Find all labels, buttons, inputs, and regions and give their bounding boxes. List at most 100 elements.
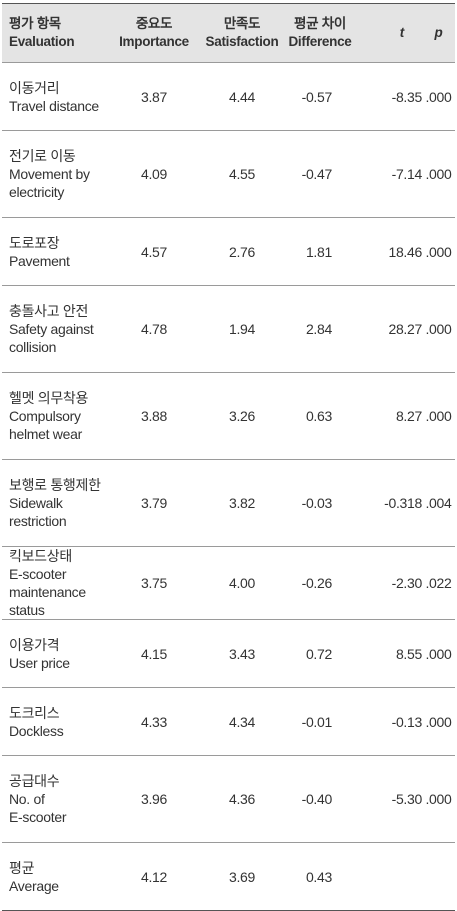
difference-cell: 1.81 — [288, 217, 352, 286]
item-korean: 보행로 통행제한 — [9, 477, 101, 493]
importance-cell: 4.33 — [112, 687, 196, 756]
t-value: -8.35 — [391, 88, 423, 105]
t-value: 8.27 — [395, 408, 422, 424]
t-cell: 18.46 — [352, 217, 422, 286]
t-value: -7.14 — [391, 166, 423, 182]
item-korean: 킥보드상태 — [9, 548, 72, 564]
table-row: 킥보드상태 E-scooter maintenance status 3.75 4.00 -… — [2, 546, 455, 620]
difference-value: 0.43 — [305, 868, 332, 885]
t-cell: -0.13 — [352, 687, 422, 756]
importance-cell: 3.87 — [112, 62, 196, 131]
difference-cell: -0.03 — [288, 459, 352, 547]
satisfaction-value: 3.26 — [228, 408, 256, 424]
table-header: 평가 항목 Evaluation 중요도 Importance 만족도 Satisfa… — [2, 3, 455, 63]
t-cell: -0.318 — [352, 459, 422, 547]
importance-value: 4.15 — [140, 645, 168, 662]
satisfaction-cell: 3.82 — [196, 459, 288, 547]
importance-value: 4.33 — [140, 713, 168, 730]
difference-value: -0.47 — [301, 166, 333, 182]
difference-value: 1.81 — [305, 243, 332, 260]
importance-cell: 4.12 — [112, 842, 196, 911]
table-row: 도로포장 Pavement 4.57 2.76 1.81 18.46.000 — [2, 217, 455, 286]
p-value: .000 — [425, 645, 452, 662]
p-value: .000 — [425, 243, 452, 260]
importance-value: 3.87 — [140, 88, 168, 105]
difference-cell: -0.26 — [288, 546, 352, 620]
header-row: 평가 항목 Evaluation 중요도 Importance 만족도 Satisfa… — [2, 3, 455, 63]
header-text: 평가 항목 — [9, 16, 61, 31]
p-cell: .000 — [422, 62, 455, 131]
satisfaction-value: 3.82 — [228, 495, 256, 511]
p-value: .000 — [425, 791, 452, 807]
item-cell: 전기로 이동 Movement by electricity — [2, 130, 112, 218]
item-english: Dockless — [9, 722, 64, 739]
item-english: helmet wear — [9, 426, 82, 442]
item-cell: 이동거리 Travel distance — [2, 62, 112, 131]
header-text: 중요도 — [135, 16, 173, 31]
satisfaction-cell: 3.69 — [196, 842, 288, 911]
p-value: .000 — [425, 88, 452, 105]
t-cell: -7.14 — [352, 130, 423, 218]
table-row: 헬멧 의무착용 Compulsory helmet wear 3.88 3.26 0.63… — [2, 372, 455, 460]
difference-value: 0.63 — [305, 408, 332, 424]
item-cell: 충돌사고 안전 Safety against collision — [2, 285, 112, 373]
t-cell: 8.55 — [352, 619, 422, 688]
p-cell: .022 — [422, 546, 455, 620]
header-cell: 중요도 Importance — [112, 3, 196, 63]
p-cell: .000 — [422, 130, 455, 218]
satisfaction-value: 1.94 — [228, 321, 256, 337]
table-body: 이동거리 Travel distance 3.87 4.44 -0.57 -8.35.00… — [2, 62, 455, 911]
p-value: .000 — [425, 408, 452, 424]
header-cell: 만족도 Satisfaction — [196, 3, 288, 63]
header-text: Satisfaction — [205, 34, 279, 49]
header-cell: 평가 항목 Evaluation — [2, 3, 112, 63]
header-text: p — [434, 25, 443, 40]
importance-cell: 3.79 — [112, 459, 196, 547]
header-cell: t — [352, 3, 422, 63]
importance-value: 3.96 — [140, 791, 168, 807]
importance-cell: 4.15 — [112, 619, 196, 688]
importance-value: 3.88 — [140, 408, 168, 424]
item-english: Pavement — [9, 252, 70, 269]
t-value: 28.27 — [388, 321, 422, 337]
t-cell: 28.27 — [352, 285, 422, 373]
satisfaction-cell: 4.34 — [196, 687, 288, 756]
item-english: Safety against — [9, 321, 94, 337]
item-cell: 평균 Average — [2, 842, 112, 911]
difference-value: -0.57 — [301, 88, 333, 105]
satisfaction-cell: 4.55 — [196, 130, 288, 218]
satisfaction-cell: 4.36 — [196, 755, 288, 843]
importance-cell: 3.96 — [112, 755, 196, 843]
p-value: .004 — [425, 495, 452, 511]
difference-cell: -0.01 — [288, 687, 352, 756]
item-cell: 공급대수 No. of E-scooter — [2, 755, 112, 843]
header-text: Evaluation — [9, 34, 75, 49]
importance-cell: 3.75 — [112, 546, 196, 620]
importance-value: 3.79 — [140, 495, 168, 511]
importance-cell: 4.78 — [112, 285, 196, 373]
page: 평가 항목 Evaluation 중요도 Importance 만족도 Satisfa… — [0, 3, 457, 911]
p-value: .000 — [425, 166, 452, 182]
satisfaction-cell: 3.26 — [196, 372, 288, 460]
difference-cell: -0.40 — [288, 755, 352, 843]
header-cell: 평균 차이 Difference — [288, 3, 352, 63]
item-english: maintenance — [9, 584, 86, 600]
header-text: 만족도 — [223, 16, 261, 31]
satisfaction-cell: 1.94 — [196, 285, 288, 373]
item-english: Travel distance — [9, 97, 99, 114]
importance-cell: 4.09 — [112, 130, 196, 218]
item-korean: 도로포장 — [9, 234, 60, 251]
difference-cell: 0.43 — [288, 842, 352, 911]
header-cell: p — [422, 3, 455, 63]
satisfaction-cell: 4.00 — [196, 546, 288, 620]
satisfaction-value: 4.00 — [228, 575, 256, 591]
difference-cell: -0.57 — [288, 62, 352, 131]
item-cell: 도로포장 Pavement — [2, 217, 112, 286]
difference-cell: 2.84 — [288, 285, 352, 373]
item-korean: 이동거리 — [9, 79, 60, 96]
table-row: 이동거리 Travel distance 3.87 4.44 -0.57 -8.35.00… — [2, 62, 455, 131]
t-cell: -2.30 — [352, 546, 422, 620]
p-cell: .000 — [422, 217, 455, 286]
item-korean: 도크리스 — [9, 704, 60, 721]
item-cell: 킥보드상태 E-scooter maintenance status — [2, 546, 112, 620]
